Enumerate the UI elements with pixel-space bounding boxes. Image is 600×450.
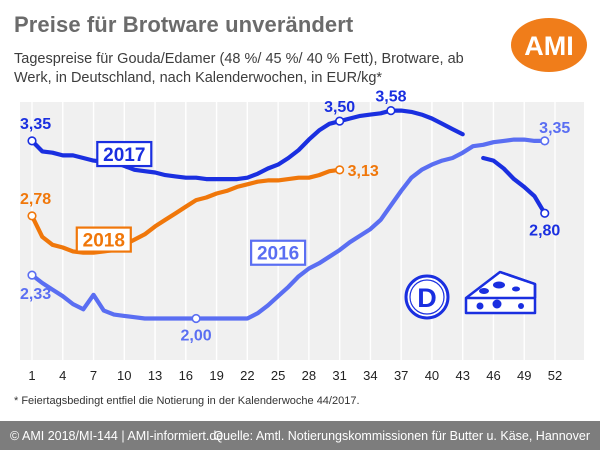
x-tick-label: 28 <box>302 368 316 383</box>
x-tick-label: 34 <box>363 368 377 383</box>
x-tick-label: 25 <box>271 368 285 383</box>
svg-text:2016: 2016 <box>257 244 299 265</box>
chart-subtitle: Tagespreise für Gouda/Edamer (48 %/ 45 %… <box>14 51 464 86</box>
x-tick-label: 40 <box>425 368 439 383</box>
x-tick-label: 43 <box>455 368 469 383</box>
svg-text:D: D <box>417 283 437 313</box>
footnote: * Feiertagsbedingt entfiel die Notierung… <box>14 395 360 407</box>
series-label-2017: 2017 <box>96 140 153 168</box>
data-point-marker <box>27 136 37 146</box>
x-tick-label: 16 <box>179 368 193 383</box>
cheese-wedge-icon <box>464 270 537 315</box>
x-tick-label: 31 <box>332 368 346 383</box>
data-point-marker <box>27 270 37 280</box>
data-point-marker <box>27 211 37 221</box>
data-labels: 3,35 3,50 3,58 2,80 2,78 3,13 2,33 2,00 3,35 <box>20 89 570 345</box>
chart-title: Preise für Brotware unverändert <box>14 12 354 37</box>
data-point-marker <box>540 208 550 218</box>
x-tick-label: 37 <box>394 368 408 383</box>
d-country-badge-icon: D <box>404 274 450 320</box>
data-label: 2,78 <box>20 191 51 208</box>
series-labels: 2017 2018 2016 <box>75 140 307 266</box>
data-point-marker <box>191 313 201 324</box>
data-label: 3,58 <box>375 89 406 106</box>
series-line-2016-3 <box>29 137 547 321</box>
svg-text:AMI: AMI <box>524 31 574 61</box>
x-axis-ticks: 1 4 7 10 13 16 19 22 25 28 31 34 37 40 43 46 49 52 <box>28 368 562 383</box>
data-label: 3,50 <box>324 99 355 116</box>
data-point-marker <box>540 136 550 146</box>
footer-bar: © AMI 2018/MI-144 | AMI-informiert.de Qu… <box>0 421 600 450</box>
series-label-2018: 2018 <box>75 226 132 253</box>
svg-text:2018: 2018 <box>83 231 125 252</box>
data-label: 2,33 <box>20 286 51 303</box>
x-tick-label: 1 <box>28 368 35 383</box>
series-line-2018-2 <box>29 167 342 255</box>
data-label: 3,35 <box>20 116 51 133</box>
data-point-marker <box>386 106 396 116</box>
copyright-text: © AMI 2018/MI-144 | AMI-informiert.de <box>10 429 224 443</box>
x-tick-label: 19 <box>209 368 223 383</box>
x-tick-label: 10 <box>117 368 131 383</box>
x-tick-label: 52 <box>548 368 562 383</box>
data-label: 3,35 <box>539 120 570 137</box>
source-text: Quelle: Amtl. Notierungskommissionen für… <box>213 429 590 443</box>
ami-logo: AMI <box>511 18 587 72</box>
x-tick-label: 7 <box>90 368 97 383</box>
line-chart: 1 4 7 10 13 16 19 22 25 28 31 34 37 40 43 46 49 52 201720… <box>20 89 584 383</box>
data-label: 2,80 <box>529 222 560 239</box>
svg-text:2017: 2017 <box>103 145 145 166</box>
x-tick-label: 46 <box>486 368 500 383</box>
x-tick-label: 4 <box>59 368 66 383</box>
data-point-marker <box>335 116 345 126</box>
data-label: 3,13 <box>348 163 379 180</box>
data-point-marker <box>335 165 345 175</box>
x-tick-label: 49 <box>517 368 531 383</box>
x-tick-label: 13 <box>148 368 162 383</box>
x-tick-label: 22 <box>240 368 254 383</box>
series-label-2016: 2016 <box>250 239 307 266</box>
data-label: 2,00 <box>181 328 212 345</box>
series-line-2017-1 <box>481 155 547 216</box>
